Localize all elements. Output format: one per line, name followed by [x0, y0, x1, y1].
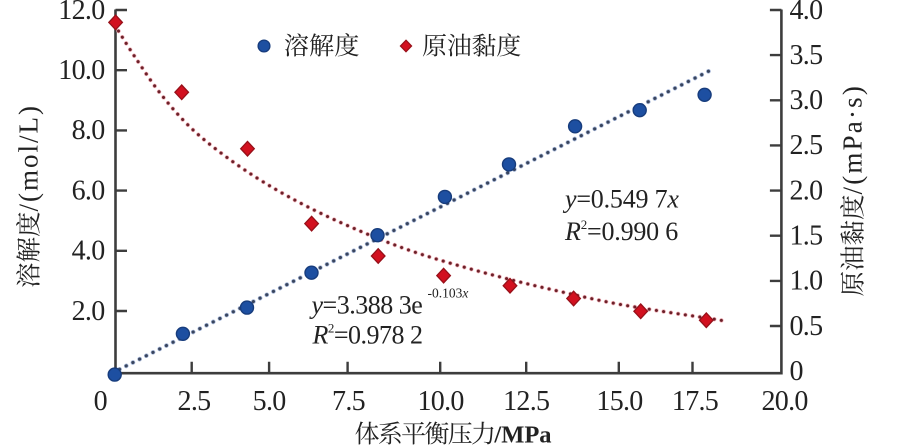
svg-text:0: 0: [790, 356, 803, 387]
svg-text:0.5: 0.5: [790, 311, 823, 342]
svg-text:0: 0: [94, 386, 107, 417]
svg-text:1.5: 1.5: [790, 221, 823, 252]
svg-text:y=0.549 7x: y=0.549 7x: [562, 185, 679, 214]
svg-text:10.0: 10.0: [58, 55, 104, 86]
svg-text:R2=0.990 6: R2=0.990 6: [564, 217, 678, 246]
svg-text:4.0: 4.0: [72, 236, 105, 267]
svg-text:/(mPa·s): /(mPa·s): [838, 84, 868, 195]
svg-text:20.0: 20.0: [761, 386, 807, 417]
svg-text:2.5: 2.5: [178, 386, 211, 417]
svg-text:12.0: 12.0: [58, 0, 104, 26]
svg-text:10.0: 10.0: [417, 386, 463, 417]
svg-text:R2=0.978 2: R2=0.978 2: [312, 321, 423, 350]
svg-text:2.0: 2.0: [72, 296, 105, 327]
svg-text:-0.103x: -0.103x: [428, 286, 469, 301]
svg-text:1.0: 1.0: [790, 266, 823, 297]
svg-text:17.5: 17.5: [672, 386, 718, 417]
svg-text:6.0: 6.0: [72, 175, 105, 206]
svg-text:2.0: 2.0: [790, 175, 823, 206]
svg-text:/(mol/L): /(mol/L): [14, 104, 44, 211]
svg-text:3.5: 3.5: [790, 40, 823, 71]
svg-text:5.0: 5.0: [253, 386, 286, 417]
svg-text:15.0: 15.0: [596, 386, 642, 417]
svg-text:y=3.388 3e: y=3.388 3e: [309, 291, 423, 320]
svg-text:8.0: 8.0: [72, 115, 105, 146]
svg-text:4.0: 4.0: [790, 0, 823, 26]
svg-text:/MPa: /MPa: [493, 422, 551, 446]
svg-text:12.5: 12.5: [503, 386, 549, 417]
svg-text:2.5: 2.5: [790, 130, 823, 161]
svg-text:3.0: 3.0: [790, 85, 823, 116]
svg-text:7.5: 7.5: [332, 386, 365, 417]
